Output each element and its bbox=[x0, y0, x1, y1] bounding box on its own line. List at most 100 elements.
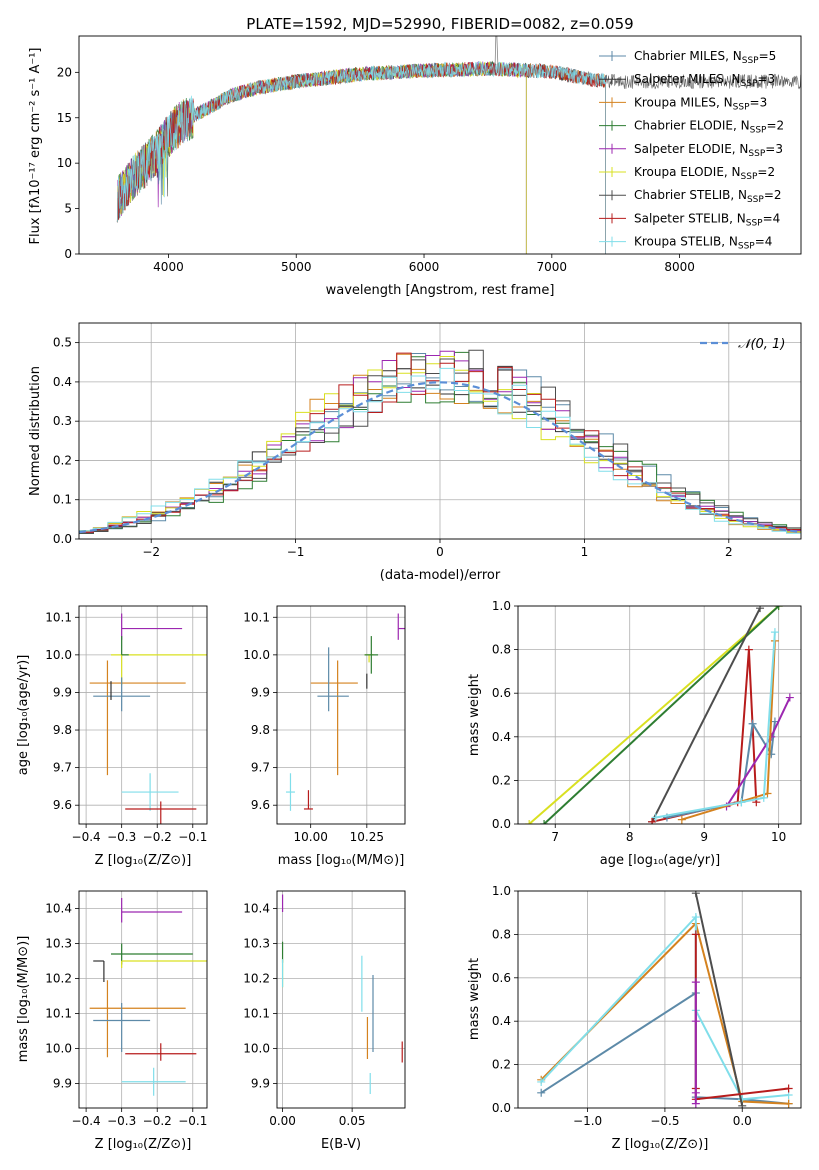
x-tick-label: 0.05 bbox=[339, 1114, 366, 1128]
x-tick-label: −0.4 bbox=[72, 830, 101, 844]
age-vs-mass-panel: 10.00 10.25 9.6 9.7 9.8 9.9 10.0 10.1 mass [log₁… bbox=[243, 605, 406, 868]
data-point bbox=[525, 820, 534, 824]
legend-entry: Chabrier MILES, NSSP=5 bbox=[634, 49, 776, 66]
legend-entry: Salpeter ELODIE, NSSP=3 bbox=[634, 142, 783, 159]
series-line bbox=[725, 697, 791, 808]
y-tick-label: 10.1 bbox=[243, 610, 270, 624]
data-point bbox=[540, 820, 549, 824]
y-tick-label: 0.6 bbox=[492, 686, 511, 700]
x-tick-label: 2 bbox=[725, 545, 733, 559]
x-tick-label: −0.5 bbox=[650, 1114, 679, 1128]
x-axis-label: (data-model)/error bbox=[380, 568, 501, 583]
data-point bbox=[691, 930, 700, 939]
spectrum-line-salpeter-miles bbox=[116, 60, 606, 254]
axes-frame bbox=[517, 605, 802, 825]
spectrum-line-kroupa-miles bbox=[116, 61, 606, 254]
y-tick-label: 9.8 bbox=[53, 723, 72, 737]
legend-entry: Salpeter MILES, NSSP=3 bbox=[634, 72, 775, 89]
x-tick-label: 0.0 bbox=[733, 1114, 752, 1128]
x-tick-label: −2 bbox=[142, 545, 160, 559]
plot-area bbox=[89, 898, 207, 1096]
y-tick-label: 10.1 bbox=[45, 1007, 72, 1021]
x-tick-label: 7 bbox=[551, 830, 559, 844]
weight-vs-metallicity-panel: −1.0 −0.5 0.0 0.0 0.2 0.4 0.6 0.8 1.0 Z [log₁₀(Z/… bbox=[467, 884, 802, 1152]
y-tick-label: 0.4 bbox=[53, 375, 72, 389]
data-point bbox=[691, 891, 700, 898]
x-tick-label: −0.1 bbox=[178, 830, 207, 844]
emission-line bbox=[494, 36, 499, 73]
plot-area bbox=[79, 349, 801, 534]
axes-frame bbox=[276, 890, 406, 1109]
x-tick-label: −0.3 bbox=[107, 1114, 136, 1128]
y-tick-label: 10.4 bbox=[243, 902, 270, 916]
x-tick-label: 5000 bbox=[281, 260, 312, 274]
y-axis-label: mass weight bbox=[467, 674, 482, 756]
data-point bbox=[756, 606, 765, 613]
y-tick-label: 0.2 bbox=[53, 453, 72, 467]
series-line bbox=[666, 720, 776, 819]
x-tick-label: −0.2 bbox=[143, 830, 172, 844]
data-point bbox=[537, 1088, 546, 1097]
x-axis-label: wavelength [Angstrom, rest frame] bbox=[326, 283, 555, 298]
y-tick-label: 9.9 bbox=[53, 685, 72, 699]
y-tick-label: 10.2 bbox=[45, 972, 72, 986]
plot-area bbox=[116, 36, 801, 254]
y-tick-label: 9.9 bbox=[251, 1077, 270, 1091]
data-point bbox=[691, 913, 700, 922]
plot-area bbox=[285, 613, 405, 811]
x-tick-label: 8 bbox=[626, 830, 634, 844]
x-tick-label: −0.4 bbox=[72, 1114, 101, 1128]
x-axis-label: E(B-V) bbox=[321, 1137, 361, 1152]
x-tick-label: 7000 bbox=[537, 260, 568, 274]
y-axis-label: age [log₁₀(age/yr)] bbox=[16, 655, 31, 776]
y-tick-label: 0.4 bbox=[492, 1014, 511, 1028]
x-tick-label: 10 bbox=[771, 830, 786, 844]
y-tick-label: 9.9 bbox=[251, 685, 270, 699]
data-point bbox=[748, 719, 757, 728]
y-tick-label: 0.0 bbox=[53, 532, 72, 546]
age-vs-metallicity-panel: −0.4 −0.3 −0.2 −0.1 9.6 9.7 9.8 9.9 10.0 10.1 Z [l… bbox=[16, 605, 208, 868]
y-tick-label: 5 bbox=[64, 202, 72, 216]
x-tick-label: −0.1 bbox=[178, 1114, 207, 1128]
y-tick-label: 9.6 bbox=[53, 798, 72, 812]
data-point bbox=[691, 978, 700, 987]
legend-entry: Chabrier ELODIE, NSSP=2 bbox=[634, 119, 784, 136]
axes-frame bbox=[78, 322, 802, 540]
x-tick-label: −1 bbox=[287, 545, 305, 559]
mass-vs-ebv-panel: 0.00 0.05 9.9 10.0 10.1 10.2 10.3 10.4 E(B-V) bbox=[243, 890, 406, 1152]
data-point bbox=[744, 645, 753, 654]
y-tick-label: 10.0 bbox=[45, 1042, 72, 1056]
series-line bbox=[694, 892, 744, 1107]
y-axis-label: mass weight bbox=[467, 958, 482, 1040]
y-tick-label: 1.0 bbox=[492, 599, 511, 613]
legend-entry: Kroupa STELIB, NSSP=4 bbox=[634, 235, 772, 252]
spectrum-panel: 4000 5000 6000 7000 8000 0 5 10 15 20 wavelength [… bbox=[28, 35, 802, 298]
data-point bbox=[774, 606, 783, 610]
x-tick-label: 0 bbox=[436, 545, 444, 559]
y-tick-label: 10.0 bbox=[243, 1042, 270, 1056]
y-tick-label: 10.1 bbox=[243, 1007, 270, 1021]
x-tick-label: 10.00 bbox=[294, 830, 328, 844]
y-tick-label: 0.0 bbox=[492, 817, 511, 831]
y-tick-label: 0.2 bbox=[492, 1058, 511, 1072]
residuals-panel: −2 −1 0 1 2 0.0 0.1 0.2 0.3 0.4 0.5 (data-model)/er… bbox=[28, 322, 802, 583]
y-tick-label: 10.0 bbox=[45, 648, 72, 662]
data-point bbox=[770, 628, 779, 637]
figure-title: PLATE=1592, MJD=52990, FIBERID=0082, z=0… bbox=[246, 15, 633, 33]
x-tick-label: 9 bbox=[700, 830, 708, 844]
axes-frame bbox=[78, 35, 802, 255]
x-axis-label: age [log₁₀(age/yr)] bbox=[600, 853, 721, 868]
y-tick-label: 9.6 bbox=[251, 798, 270, 812]
x-tick-label: −0.3 bbox=[107, 830, 136, 844]
spectrum-line-kroupa-stelib bbox=[116, 61, 606, 254]
y-tick-label: 0.8 bbox=[492, 643, 511, 657]
axes-frame bbox=[276, 605, 406, 825]
x-tick-label: 4000 bbox=[153, 260, 184, 274]
y-axis-label: Flux [fλ10⁻¹⁷ erg cm⁻² s⁻¹ A⁻¹] bbox=[28, 48, 43, 245]
legend-entry: 𝒩(0, 1) bbox=[738, 337, 785, 352]
plot-area bbox=[537, 891, 793, 1108]
data-point bbox=[537, 1077, 546, 1086]
plot-area bbox=[281, 894, 403, 1094]
y-tick-label: 20 bbox=[57, 65, 72, 79]
